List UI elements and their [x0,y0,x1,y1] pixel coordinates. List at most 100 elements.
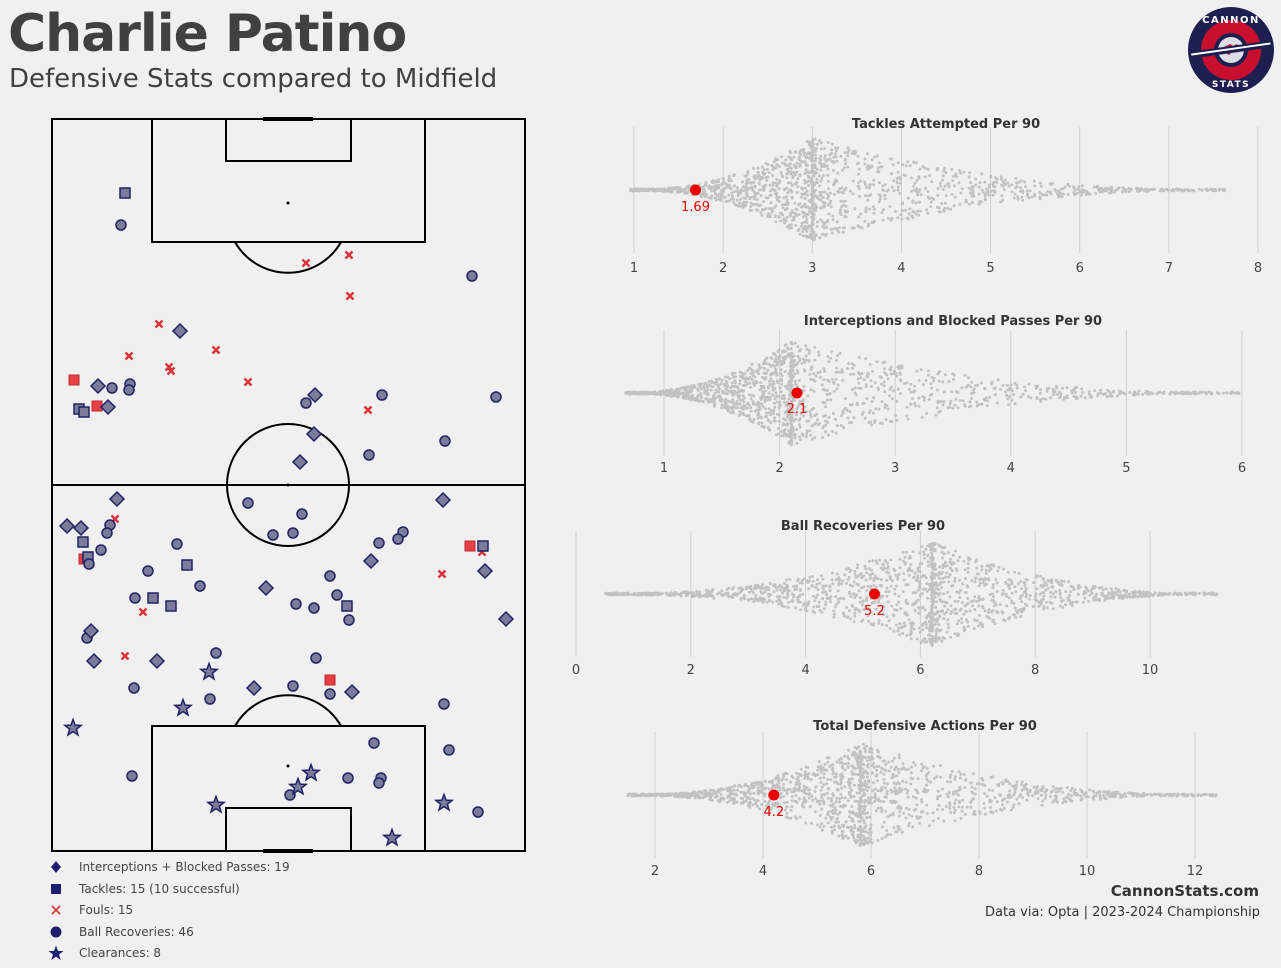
swarm-dot [1045,606,1049,610]
swarm-dot [992,180,996,184]
swarm-dot [810,408,814,411]
swarm-dot [938,370,942,373]
failed-tackle-marker [324,674,336,686]
swarm-dot [1058,588,1062,592]
swarm-dot [776,381,780,384]
swarm-dot [768,383,772,386]
swarm-dot [826,196,830,200]
swarm-dot [795,585,798,589]
swarm-dot [1013,606,1017,610]
swarm-dot [708,196,711,200]
swarm-dot [815,224,819,228]
swarm-dot [748,418,752,422]
swarm-dot [1058,604,1062,608]
swarm-dot [958,609,962,612]
swarm-dot [825,421,829,424]
swarm-dot [809,413,813,417]
swarm-dot [906,196,910,200]
swarm-dot [887,619,891,623]
swarm-dot [1043,193,1047,197]
swarm-dot [1124,589,1128,593]
swarm-dot [748,366,752,370]
swarm-dot [917,378,921,382]
swarm-dot [1188,391,1192,395]
swarm-dot [756,599,760,603]
swarm-dot [647,188,651,191]
swarm-dot [755,208,759,212]
swarm-dot [762,366,766,370]
swarm-dot [899,607,903,611]
swarm-dot [807,151,811,155]
swarm-dot [1161,391,1165,395]
swarm-dot [632,189,636,193]
swarm-dot [768,581,772,585]
swarm-dot [1050,581,1054,585]
swarm-dot [1061,192,1065,196]
swarm-dot [667,390,671,394]
swarm-dot [995,581,999,585]
swarm-dot [890,172,894,176]
swarm-dot [958,399,962,402]
swarm-dot [785,225,789,229]
swarm-dot [933,636,937,640]
swarm-dot [848,617,852,621]
swarm-dot [1042,605,1046,609]
swarm-dot [1057,190,1061,194]
swarm-dot [751,591,755,595]
swarm-dot [795,363,799,367]
swarm-dot [959,588,963,592]
swarm-dot [970,785,974,789]
swarm-dot [930,196,934,200]
swarm-dot [744,799,748,803]
swarm-dot [1042,594,1046,598]
swarm-dot [800,192,804,196]
swarm-dot [810,189,814,193]
swarm-dot [914,591,918,595]
swarm-dot [936,187,940,190]
swarm-dot [758,596,762,600]
swarm-dot [829,227,833,231]
recovery-marker [95,544,107,556]
swarm-dot [739,197,743,201]
swarm-dot [845,581,848,585]
swarm-dot [803,151,807,155]
swarm-dot [1022,590,1026,594]
swarm-dot [801,234,805,238]
swarm-dot [776,350,780,354]
swarm-dot [783,203,787,207]
swarm-dot [926,211,930,215]
swarm-dot [780,362,784,366]
swarm-dot [792,365,796,368]
swarm-dot [977,604,981,608]
swarm-dot [847,762,851,765]
swarm-dot [1215,592,1219,596]
swarm-dot [862,401,866,405]
swarm-dot [765,585,768,589]
swarm-dot [686,191,690,194]
swarm-dot [1127,190,1131,194]
swarm-dot [742,196,746,200]
swarm-dot [914,601,918,605]
page-subtitle: Defensive Stats compared to Midfield [9,64,498,94]
swarm-dot [929,200,933,204]
swarm-dot [820,828,824,832]
swarm-dot [814,586,818,589]
swarm-dot [869,585,873,588]
swarm-dot [800,403,804,407]
swarm-dot [804,344,808,348]
swarm-dot [834,146,838,150]
swarm-dot [711,385,715,389]
swarm-dot [738,389,742,393]
swarm-dot [879,584,883,588]
swarm-dot [848,592,852,596]
swarm-dot [797,403,801,406]
swarm-dot [786,400,789,404]
swarm-dot [744,377,748,381]
swarm-dot [775,195,779,199]
swarm-dot [648,391,652,395]
swarm-dot [923,396,926,400]
swarm-dot [930,596,934,600]
swarm-dot [752,598,756,602]
swarm-dot [881,361,885,365]
swarm-dot [878,181,881,185]
